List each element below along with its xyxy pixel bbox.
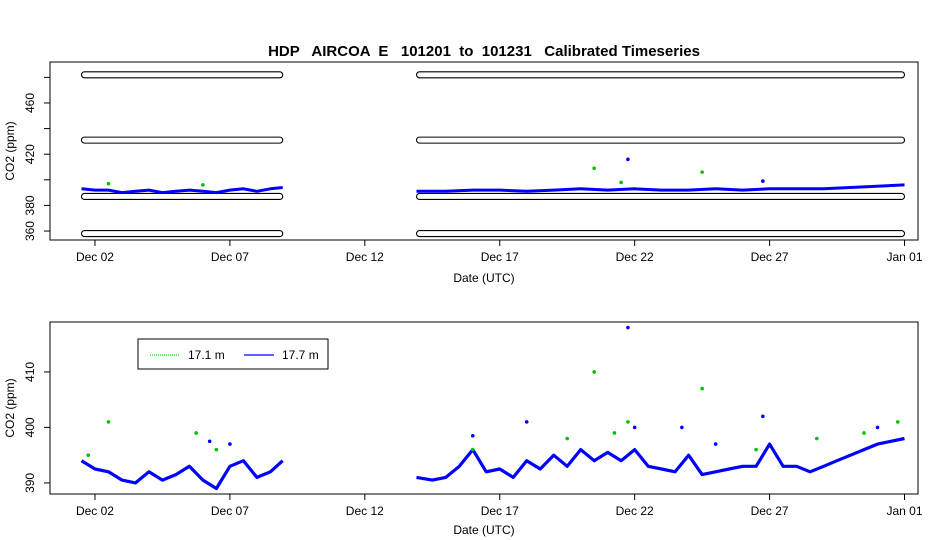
- top-reference-bands: [80, 71, 906, 238]
- data-point-177m: [207, 439, 212, 444]
- data-point-171m: [754, 447, 758, 452]
- top-x-axis-label: Date (UTC): [453, 271, 514, 285]
- data-point-177m: [626, 325, 630, 330]
- data-point-171m: [194, 431, 198, 435]
- data-point-177m: [875, 425, 880, 430]
- data-point-171m: [612, 431, 617, 435]
- data-point-171m: [626, 420, 630, 424]
- data-point-171m: [214, 447, 219, 452]
- data-point-177m: [761, 179, 765, 183]
- bottom-y-axis: 390 400 410: [23, 362, 50, 493]
- data-point-171m: [592, 166, 596, 171]
- data-point-177m: [524, 420, 529, 424]
- data-point-177m: [761, 414, 765, 419]
- data-point-177m: [626, 157, 630, 162]
- data-point-171m: [592, 370, 596, 374]
- data-point-177m: [713, 442, 718, 446]
- x-tick-label: Dec 12: [346, 250, 384, 264]
- figure-title: HDP AIRCOA E 101201 to 101231 Calibrated…: [268, 43, 700, 60]
- top-series-layer: [81, 157, 905, 195]
- data-point-171m: [700, 170, 704, 174]
- bottom-y-axis-label: CO2 (ppm): [3, 378, 17, 437]
- data-point-171m: [106, 420, 111, 424]
- y-tick-label: 390: [23, 473, 37, 493]
- calibration-band: [80, 71, 284, 79]
- calibration-band: [415, 192, 906, 201]
- y-tick-label: 460: [23, 93, 37, 113]
- data-point-171m: [862, 431, 866, 435]
- x-tick-label: Dec 02: [76, 504, 114, 518]
- x-tick-label: Dec 02: [76, 250, 114, 264]
- top-x-axis: Dec 02 Dec 07 Dec 12 Dec 17 Dec 22 Dec 27 Jan …: [76, 240, 923, 264]
- legend: 17.1 m 17.7 m: [137, 338, 329, 370]
- data-point-171m: [565, 436, 570, 441]
- data-point-171m: [201, 183, 205, 187]
- x-tick-label: Dec 22: [616, 504, 654, 518]
- calibration-band: [415, 136, 906, 144]
- bottom-series-layer: [80, 325, 905, 491]
- x-tick-label: Dec 27: [751, 504, 789, 518]
- bottom-x-axis-label: Date (UTC): [453, 523, 514, 537]
- series-line-177m: [416, 183, 905, 193]
- data-point-177m: [228, 442, 232, 446]
- series-line-177m: [81, 186, 283, 195]
- bottom-panel: Dec 02 Dec 07 Dec 12 Dec 17 Dec 22 Dec 27 Jan …: [3, 321, 923, 537]
- x-tick-label: Dec 17: [481, 504, 519, 518]
- data-point-171m: [895, 420, 900, 424]
- data-point-177m: [680, 425, 684, 430]
- x-tick-label: Dec 17: [481, 250, 519, 264]
- legend-label-17-1m: 17.1 m: [188, 348, 225, 362]
- data-point-177m: [632, 425, 637, 430]
- top-panel: Dec 02 Dec 07 Dec 12 Dec 17 Dec 22 Dec 27 Jan …: [3, 61, 923, 285]
- legend-label-17-7m: 17.7 m: [282, 348, 319, 362]
- x-tick-label: Jan 01: [886, 504, 922, 518]
- x-tick-label: Dec 12: [346, 504, 384, 518]
- y-tick-label: 400: [23, 417, 37, 437]
- bottom-x-axis: Dec 02 Dec 07 Dec 12 Dec 17 Dec 22 Dec 27 Jan …: [76, 494, 923, 518]
- x-tick-label: Dec 07: [211, 250, 249, 264]
- calibration-band: [80, 136, 284, 144]
- data-point-171m: [700, 386, 704, 391]
- y-tick-label: 420: [23, 144, 37, 164]
- x-tick-label: Dec 22: [616, 250, 654, 264]
- calibration-band: [80, 230, 284, 238]
- data-point-171m: [86, 453, 91, 457]
- bottom-plot-frame: [49, 321, 919, 495]
- top-y-axis-label: CO2 (ppm): [3, 121, 17, 180]
- legend-box: [137, 338, 329, 370]
- calibration-band: [415, 71, 906, 79]
- calibration-band: [415, 230, 906, 238]
- x-tick-label: Dec 07: [211, 504, 249, 518]
- x-tick-label: Dec 27: [751, 250, 789, 264]
- data-point-177m: [470, 433, 475, 438]
- series-line-177m: [416, 436, 905, 482]
- y-tick-label: 380: [23, 195, 37, 215]
- series-line-177m: [80, 459, 284, 491]
- top-plot-frame: [49, 61, 919, 241]
- data-point-171m: [619, 180, 623, 185]
- data-point-171m: [470, 447, 475, 452]
- x-tick-label: Jan 01: [886, 250, 922, 264]
- data-point-171m: [106, 181, 111, 186]
- top-y-axis: 360 380 420 460: [23, 76, 50, 241]
- data-point-171m: [815, 436, 819, 441]
- y-tick-label: 410: [23, 362, 37, 382]
- calibration-band: [80, 192, 284, 201]
- y-tick-label: 360: [23, 221, 37, 241]
